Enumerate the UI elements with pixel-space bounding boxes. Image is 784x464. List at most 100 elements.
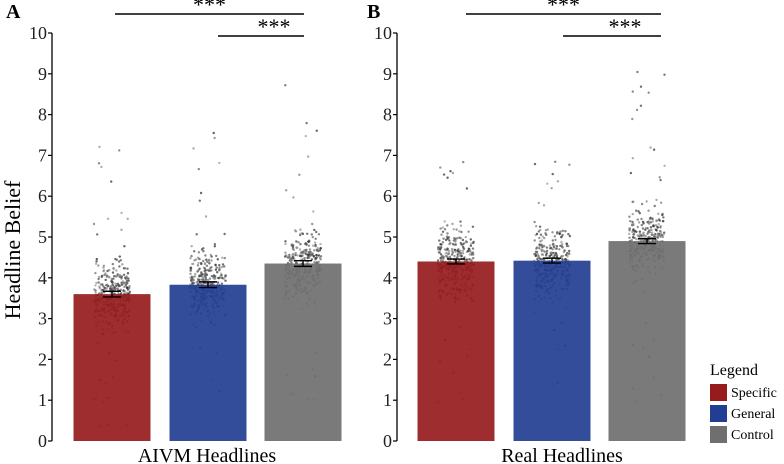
y-tick-label: 8 [383,105,392,125]
jitter-point [204,269,208,272]
jitter-point [545,252,548,255]
jitter-point [545,233,548,236]
jitter-point [220,265,223,269]
jitter-point [469,238,472,241]
jitter-point [299,228,302,231]
jitter-point [97,162,101,165]
jitter-point [657,223,660,226]
jitter-point [216,271,219,274]
jitter-point [216,282,220,285]
jitter-point [291,259,294,262]
jitter-point [440,233,443,236]
jitter-point [461,245,465,248]
jitter-point [119,259,123,262]
jitter-point [114,257,117,261]
jitter-point [453,254,456,258]
jitter-point [103,273,107,276]
jitter-point [446,232,449,235]
jitter-point [120,228,123,231]
jitter-point [642,231,645,234]
significance-bracket: *** [218,14,304,39]
jitter-point [307,240,310,243]
jitter-point [126,267,129,270]
jitter-point [448,242,451,246]
jitter-point [468,253,472,256]
jitter-point [206,278,210,282]
jitter-point [564,230,567,233]
jitter-point [460,230,463,234]
jitter-point [652,224,655,228]
jitter-point [559,230,562,233]
panel-a-bars [73,263,342,441]
panel-a: A 0 1 2 3 4 5 6 7 8 9 10 *** *** AIVM Headlines [6,0,342,464]
jitter-point [117,292,120,295]
jitter-point [646,232,649,235]
jitter-point [471,225,475,228]
jitter-point [439,227,442,230]
jitter-point [628,236,631,239]
jitter-point [294,253,297,257]
jitter-point [456,250,460,253]
panel-b-x-axis-title: Real Headlines [501,445,623,464]
y-tick-label: 7 [38,145,47,165]
jitter-point [197,261,200,265]
jitter-point [309,254,312,257]
jitter-point [299,242,302,246]
jitter-point [441,241,445,244]
jitter-point [313,228,316,232]
jitter-point [296,246,299,249]
jitter-point [315,253,318,257]
jitter-point [114,285,117,288]
jitter-point [628,215,631,218]
jitter-point [659,226,662,229]
jitter-point [118,275,122,279]
jitter-point [198,267,201,270]
jitter-point [319,258,322,261]
jitter-point [631,90,634,93]
jitter-point [653,204,656,208]
y-tick-label: 7 [383,145,392,165]
jitter-point [200,262,203,266]
jitter-point [558,248,561,251]
error-bar-general [199,281,217,289]
jitter-point [469,242,473,245]
jitter-point [652,236,655,239]
jitter-point [561,243,564,246]
jitter-point [438,239,441,242]
jitter-point [98,145,101,149]
jitter-point [189,272,192,275]
significance-bracket: *** [115,0,304,17]
jitter-point [649,146,652,149]
panel-b-error-bars [447,237,656,265]
jitter-point [102,266,105,269]
jitter-point [647,91,650,94]
jitter-point [471,251,475,254]
jitter-point [638,232,642,236]
jitter-point [196,270,199,273]
jitter-point [95,260,98,263]
jitter-point [637,221,641,224]
jitter-point [122,289,125,292]
legend-swatch [710,405,727,422]
jitter-point [106,217,110,220]
jitter-point [458,236,461,239]
jitter-point [110,180,113,183]
jitter-point [317,254,321,257]
y-tick-label: 2 [38,349,47,369]
jitter-point [303,249,306,252]
jitter-point [120,275,124,278]
jitter-point [629,171,633,175]
jitter-point [535,232,539,236]
jitter-point [190,254,193,258]
jitter-point [545,246,549,249]
jitter-point [310,233,313,236]
jitter-point [441,255,444,258]
jitter-point [533,162,537,166]
jitter-point [640,223,643,227]
jitter-point [551,172,554,176]
jitter-point [125,281,128,284]
legend: Legend Specific General Control [710,362,777,443]
jitter-point [538,225,542,228]
jitter-point [223,256,226,260]
jitter-point [306,253,309,256]
